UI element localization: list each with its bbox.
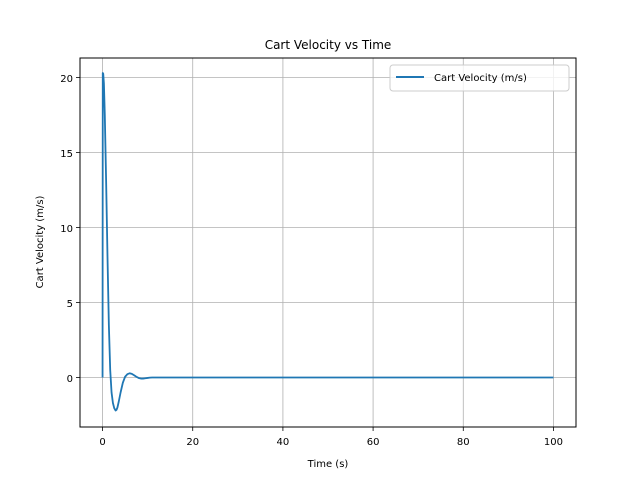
x-axis-title: Time (s): [307, 459, 349, 470]
legend-box: [389, 64, 570, 92]
y-tick-label: 10: [60, 224, 73, 235]
x-tick-label: 0: [99, 437, 105, 448]
series-lines: [101, 72, 554, 412]
legend: Cart Velocity (m/s): [389, 64, 570, 92]
y-tick-label: 15: [60, 149, 73, 160]
x-tick-label: 60: [367, 437, 380, 448]
y-tick-label: 5: [67, 299, 73, 310]
x-tick-label: 40: [277, 437, 290, 448]
x-tick-label: 20: [186, 437, 199, 448]
x-tick-label: 100: [544, 437, 563, 448]
y-tick-label: 0: [67, 374, 73, 385]
x-tick-label: 80: [457, 437, 470, 448]
y-axis-title: Cart Velocity (m/s): [35, 195, 46, 288]
plot-area-frame: [79, 57, 577, 428]
series-line: [101, 72, 554, 412]
axis-ticks: 0 20 40 60 80 100 0 5 10 15 20: [60, 74, 563, 448]
y-tick-label: 20: [60, 74, 73, 85]
legend-label: Cart Velocity (m/s): [434, 73, 527, 84]
chart-title: Cart Velocity vs Time: [265, 38, 392, 52]
